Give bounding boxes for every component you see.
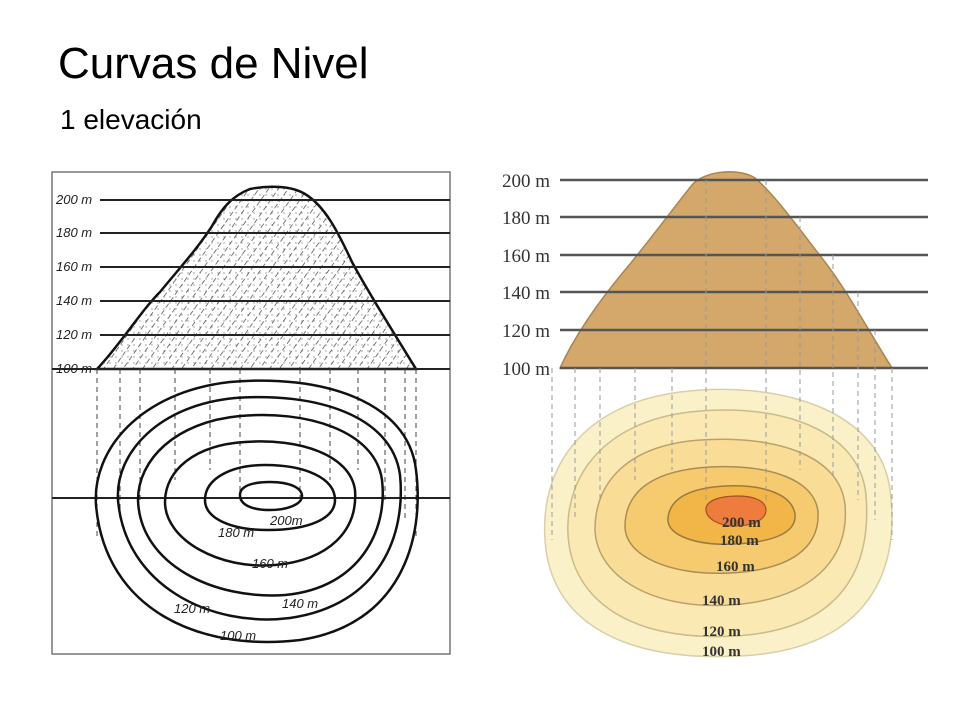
left-label-180: 180 m <box>56 225 92 240</box>
left-contour-label-140: 140 m <box>282 596 318 611</box>
right-diagram: 200 m 180 m 160 m 140 m 120 m 100 m <box>502 171 928 660</box>
left-contour-160 <box>163 440 357 567</box>
right-label-180: 180 m <box>502 208 550 229</box>
left-contours <box>94 379 419 644</box>
right-label-120: 120 m <box>502 321 550 342</box>
right-label-200: 200 m <box>502 171 550 192</box>
left-contour-label-120: 120 m <box>174 601 210 616</box>
left-label-120: 120 m <box>56 327 92 342</box>
slide-subtitle: 1 elevación <box>60 104 202 135</box>
left-contour-200 <box>238 480 304 512</box>
right-contour-label-160: 160 m <box>716 559 755 575</box>
right-contour-labels: 200 m 180 m 160 m 140 m 120 m 100 m <box>702 515 761 660</box>
left-contour-label-180: 180 m <box>218 525 254 540</box>
left-contour-140 <box>136 413 385 597</box>
left-contour-label-100: 100 m <box>220 628 256 643</box>
right-projection-lines <box>551 180 893 540</box>
left-contour-labels: 200m 180 m 160 m 140 m 120 m 100 m <box>174 513 318 643</box>
right-label-160: 160 m <box>502 246 550 267</box>
right-contour-label-200: 200 m <box>722 515 761 531</box>
left-label-160: 160 m <box>56 259 92 274</box>
slide-title: Curvas de Nivel <box>58 39 369 88</box>
left-elevation-labels: 200 m 180 m 160 m 140 m 120 m 100 m <box>55 192 92 376</box>
left-elevation-lines <box>52 199 450 370</box>
left-diagram: 200 m 180 m 160 m 140 m 120 m 100 m <box>51 171 451 655</box>
right-contour-200 <box>705 495 767 527</box>
right-contour-label-100: 100 m <box>702 644 741 660</box>
right-elevation-labels: 200 m 180 m 160 m 140 m 120 m 100 m <box>502 171 550 380</box>
right-elevation-lines <box>560 178 928 370</box>
left-contour-180 <box>203 463 337 532</box>
right-contour-label-180: 180 m <box>720 533 759 549</box>
left-contour-100 <box>94 379 419 644</box>
right-label-140: 140 m <box>502 283 550 304</box>
left-label-100: 100 m <box>56 361 92 376</box>
left-projection-lines <box>96 369 417 540</box>
right-mountain-profile <box>558 171 894 369</box>
left-contour-label-200: 200m <box>269 513 303 528</box>
right-contours <box>543 388 893 658</box>
right-contour-label-120: 120 m <box>702 624 741 640</box>
right-contour-label-140: 140 m <box>702 593 741 609</box>
left-label-140: 140 m <box>56 293 92 308</box>
left-contour-120 <box>116 395 402 621</box>
left-contour-label-160: 160 m <box>252 556 288 571</box>
right-label-100: 100 m <box>502 359 550 380</box>
left-label-200: 200 m <box>55 192 92 207</box>
